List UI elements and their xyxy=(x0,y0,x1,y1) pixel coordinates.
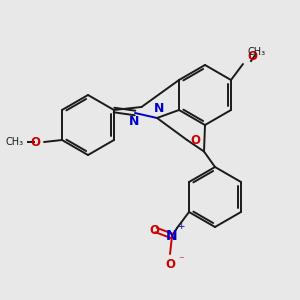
Text: O: O xyxy=(149,224,159,236)
Text: N: N xyxy=(154,102,164,115)
Text: O: O xyxy=(190,134,200,146)
Text: ⁻: ⁻ xyxy=(178,255,184,265)
Text: O: O xyxy=(247,50,257,63)
Text: CH₃: CH₃ xyxy=(248,47,266,57)
Text: O: O xyxy=(165,258,175,271)
Text: CH₃: CH₃ xyxy=(6,137,24,147)
Text: N: N xyxy=(129,115,139,128)
Text: +: + xyxy=(177,222,184,231)
Text: O: O xyxy=(30,136,40,148)
Text: N: N xyxy=(166,229,178,243)
